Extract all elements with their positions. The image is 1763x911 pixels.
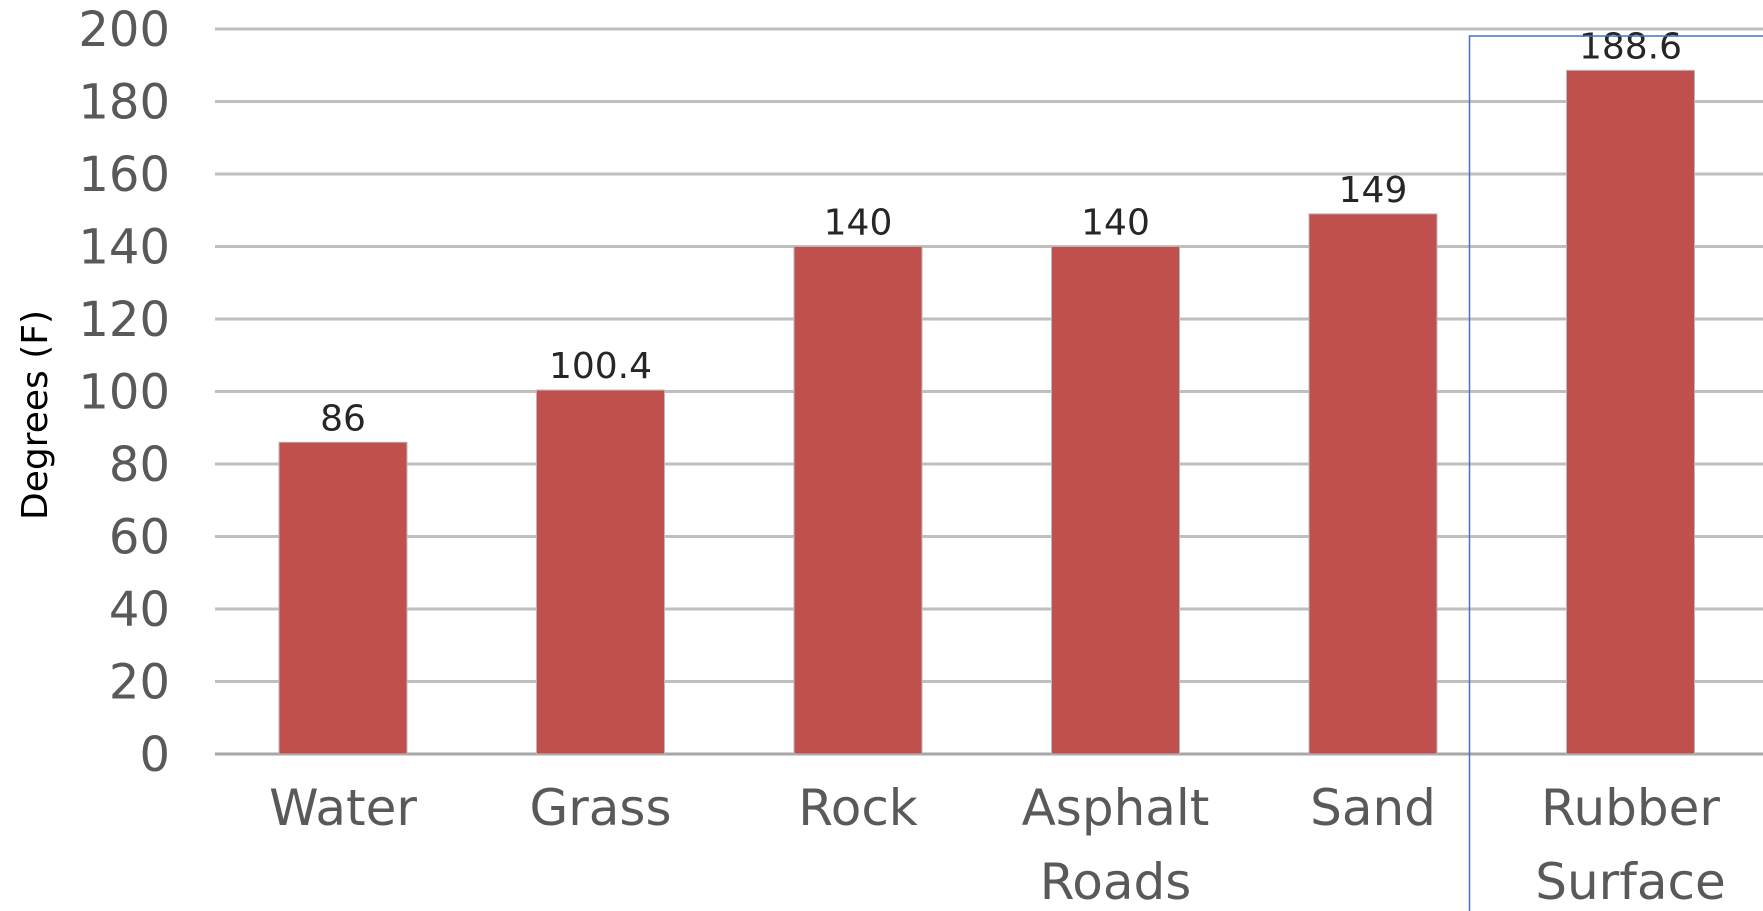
y-tick-label-140: 140 [78,220,170,276]
category-label-3-0: Asphalt [1022,779,1210,837]
bar-5 [1566,69,1695,755]
y-tick-label-0: 0 [139,727,170,783]
data-label-3: 140 [1081,203,1150,244]
data-label-2: 140 [824,203,893,244]
x-axis-category-labels: Water Grass Rock Asphalt Roads Sand Rubber Surf… [269,779,1726,911]
y-axis-tick-labels: 0 20 40 60 80 100 120 140 160 180 200 [78,2,170,783]
category-label-5-1: Surface [1535,853,1725,911]
bar-0 [278,441,408,755]
category-label-2-0: Rock [798,779,918,837]
bar-3 [1051,246,1180,755]
selected-category-highlight [1468,35,1763,911]
gridlines [215,27,1763,756]
y-tick-label-120: 120 [78,292,170,348]
y-tick-label-100: 100 [78,365,170,421]
bar-4 [1308,213,1438,755]
data-labels: 86 100.4 140 140 149 188.6 [320,26,1682,439]
bars [278,69,1695,755]
category-label-4-0: Sand [1310,779,1436,837]
data-label-4: 149 [1339,170,1408,211]
category-label-5-0: Rubber [1541,779,1720,837]
data-label-1: 100.4 [549,346,652,387]
y-tick-label-80: 80 [109,437,170,493]
category-label-3-1: Roads [1040,853,1192,911]
y-axis-title: Degrees (F) [15,310,56,520]
bar-1 [536,389,665,755]
y-tick-label-200: 200 [78,2,170,58]
y-tick-label-60: 60 [109,510,170,566]
bar-2 [793,246,923,755]
category-label-0-0: Water [269,779,417,837]
y-tick-label-40: 40 [109,582,170,638]
category-label-1-0: Grass [529,779,671,837]
y-tick-label-160: 160 [78,147,170,203]
data-label-0: 86 [320,398,366,439]
y-tick-label-180: 180 [78,75,170,131]
data-label-5: 188.6 [1579,26,1682,67]
y-tick-label-20: 20 [109,655,170,711]
